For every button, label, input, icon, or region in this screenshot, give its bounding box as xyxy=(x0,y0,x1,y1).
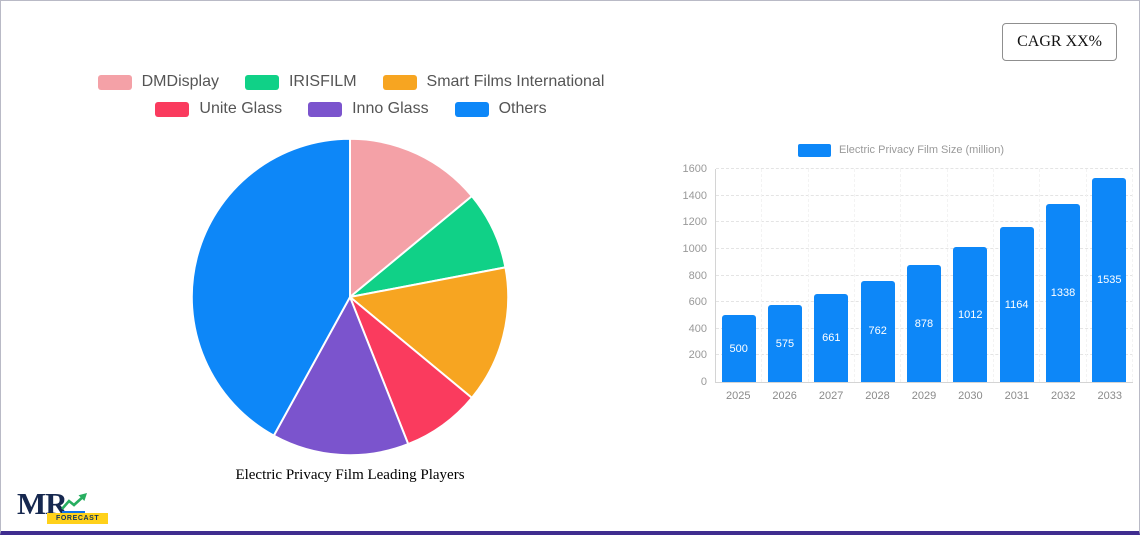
x-tick-label: 2025 xyxy=(725,390,751,402)
y-tick-label: 1000 xyxy=(682,242,707,255)
pie-legend: DMDisplay IRISFILM Smart Films Internation… xyxy=(61,73,641,118)
bar-cell: 1338 xyxy=(1040,169,1087,382)
bar-2033: 1535 xyxy=(1092,177,1127,382)
pie-slice-dmdisplay xyxy=(349,137,473,298)
bar-2025: 500 xyxy=(721,315,756,382)
bar-2026: 575 xyxy=(767,305,802,382)
bar-y-axis: 0 200 400 600 800 1000 1200 1400 1600 xyxy=(669,163,715,388)
bar-2027: 661 xyxy=(814,294,849,382)
x-tick-label: 2032 xyxy=(1051,390,1076,402)
legend-item-smart-films-international[interactable]: Smart Films International xyxy=(382,73,605,91)
legend-item-others[interactable]: Others xyxy=(454,100,547,118)
logo-badge: FORECAST xyxy=(47,513,109,524)
bar-cell: 878 xyxy=(901,169,948,382)
bar-cell: 1012 xyxy=(948,169,994,382)
bar-cell: 1535 xyxy=(1087,169,1133,382)
bar-cell: 1164 xyxy=(994,169,1041,382)
bar-legend-label: Electric Privacy Film Size (million) xyxy=(838,144,1005,156)
bar-2031: 1164 xyxy=(999,227,1034,382)
legend-item-unite-glass[interactable]: Unite Glass xyxy=(155,100,282,118)
bar-cell: 500 xyxy=(716,169,763,382)
pie-slice-inno-glass xyxy=(272,296,410,457)
legend-swatch xyxy=(382,74,417,90)
bar-x-axis: 2025 2026 2027 2028 2029 2030 2031 2032 2033 xyxy=(715,390,1133,402)
growth-arrow-icon xyxy=(61,493,87,514)
bar-value-label: 762 xyxy=(868,325,887,338)
bar-2032: 1338 xyxy=(1045,203,1080,382)
bar-2030: 1012 xyxy=(953,247,988,382)
legend-label: Unite Glass xyxy=(199,100,283,117)
gridline xyxy=(716,194,1133,196)
y-tick-label: 0 xyxy=(700,376,707,388)
bar-legend-swatch xyxy=(797,143,831,157)
bar-cells: 500 575 661 762 878 1012 1164 1338 1535 xyxy=(716,169,1133,382)
legend-label: IRISFILM xyxy=(288,73,357,90)
bar-value-label: 878 xyxy=(914,317,934,330)
legend-swatch xyxy=(97,74,132,90)
bar-2028: 762 xyxy=(860,280,895,382)
legend-label: Others xyxy=(498,100,547,117)
x-tick-label: 2027 xyxy=(818,390,844,402)
bar-value-label: 1535 xyxy=(1097,273,1122,286)
legend-swatch xyxy=(454,101,489,117)
x-tick-label: 2028 xyxy=(865,390,890,402)
y-tick-label: 1600 xyxy=(682,163,707,175)
legend-swatch xyxy=(308,101,343,117)
legend-label: DMDisplay xyxy=(141,73,219,90)
bar-legend-item[interactable]: Electric Privacy Film Size (million) xyxy=(669,143,1133,157)
pie-slice-smart-films-international xyxy=(349,266,510,399)
legend-label: Inno Glass xyxy=(352,100,429,117)
legend-item-dmdisplay[interactable]: DMDisplay xyxy=(97,73,219,91)
bar-plot-area: 500 575 661 762 878 1012 1164 1338 1535 xyxy=(715,168,1133,383)
legend-label: Smart Films International xyxy=(426,73,605,90)
y-tick-label: 1200 xyxy=(682,216,707,229)
bar-cell: 661 xyxy=(809,169,855,382)
bar-value-label: 1012 xyxy=(958,308,983,321)
bar-2029: 878 xyxy=(906,265,941,382)
gridline xyxy=(716,247,1133,249)
y-tick-label: 600 xyxy=(688,296,707,309)
mr-forecast-logo: MR FORECAST xyxy=(17,486,113,526)
x-tick-label: 2030 xyxy=(958,390,983,402)
legend-item-irisfilm[interactable]: IRISFILM xyxy=(244,73,357,91)
gridline xyxy=(716,221,1133,223)
pie-title: Electric Privacy Film Leading Players xyxy=(235,467,465,483)
y-tick-label: 1400 xyxy=(682,189,707,202)
bar-value-label: 575 xyxy=(775,337,795,350)
bar-cell: 575 xyxy=(762,169,809,382)
pie-chart xyxy=(190,137,510,457)
gridline xyxy=(716,168,1133,169)
x-tick-label: 2029 xyxy=(911,390,937,402)
cagr-button[interactable]: CAGR XX% xyxy=(1002,23,1117,61)
y-tick-label: 800 xyxy=(688,269,707,282)
bar-value-label: 500 xyxy=(729,342,748,355)
legend-item-inno-glass[interactable]: Inno Glass xyxy=(308,100,429,118)
pie-slice-others xyxy=(190,137,351,437)
y-tick-label: 400 xyxy=(688,322,707,335)
x-tick-label: 2026 xyxy=(772,390,797,402)
legend-swatch xyxy=(244,74,279,90)
x-tick-label: 2031 xyxy=(1004,390,1030,402)
legend-swatch xyxy=(155,101,190,117)
bar-chart: Electric Privacy Film Size (million) 0 20… xyxy=(669,143,1133,402)
x-tick-label: 2033 xyxy=(1097,390,1122,402)
bar-cell: 762 xyxy=(855,169,902,382)
bar-value-label: 1338 xyxy=(1050,286,1076,299)
bar-value-label: 1164 xyxy=(1004,298,1029,311)
y-tick-label: 200 xyxy=(688,349,707,362)
bar-value-label: 661 xyxy=(822,332,841,344)
